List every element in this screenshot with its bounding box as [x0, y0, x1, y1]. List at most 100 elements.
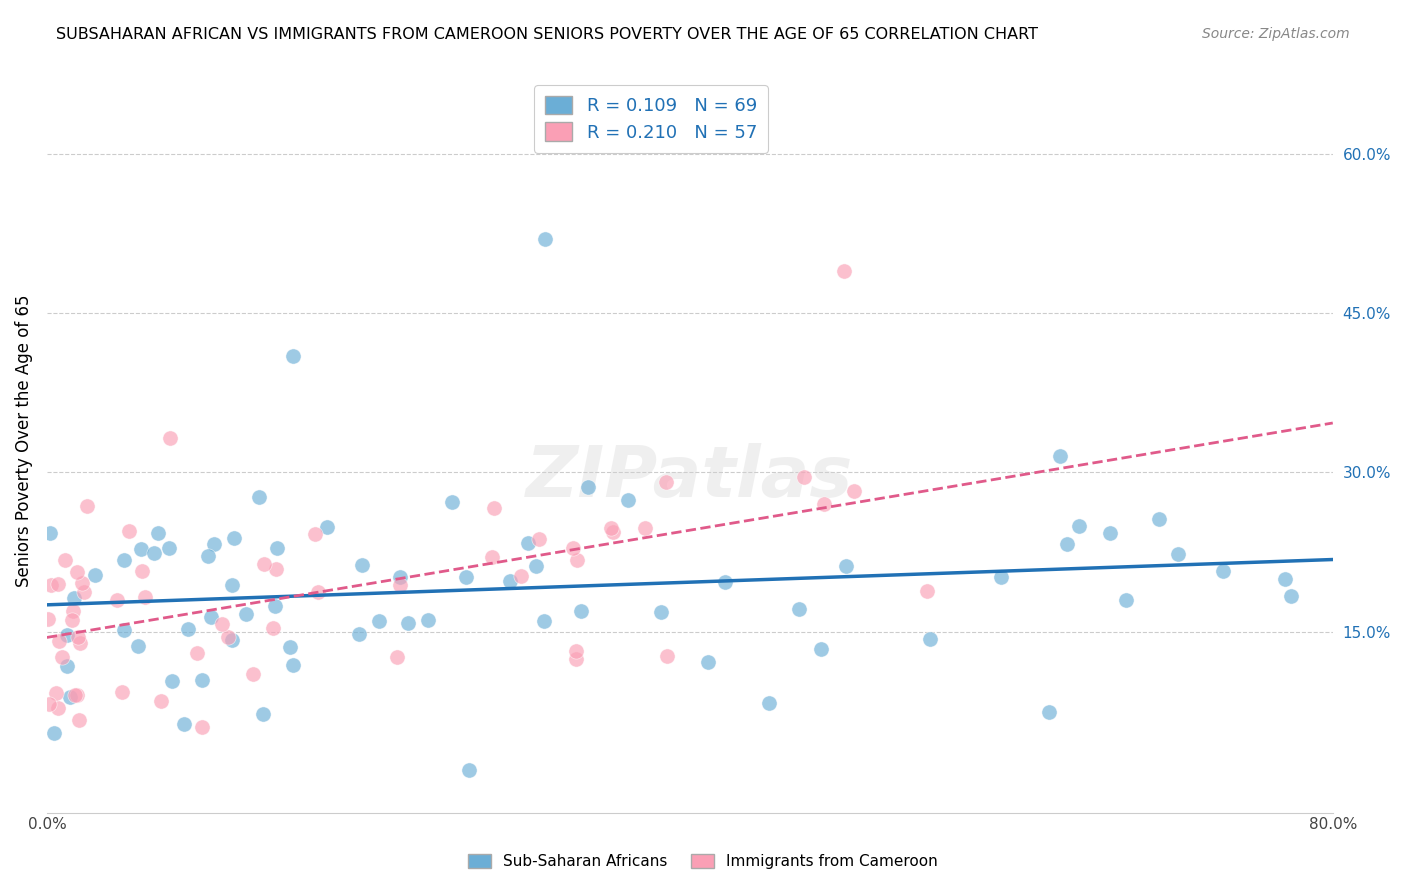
- Point: [70, 576, 93, 591]
- Point: [263, 599, 285, 614]
- Point: [389, 578, 412, 592]
- Point: [534, 231, 557, 245]
- Point: [129, 542, 152, 557]
- Point: [202, 537, 225, 551]
- Point: [66, 688, 89, 702]
- Point: [200, 610, 222, 624]
- Point: [111, 685, 134, 699]
- Point: [51, 650, 73, 665]
- Point: [37, 612, 59, 626]
- Point: [634, 521, 657, 535]
- Point: [1281, 589, 1303, 603]
- Point: [105, 593, 128, 607]
- Y-axis label: Seniors Poverty Over the Age of 65: Seniors Poverty Over the Age of 65: [15, 294, 32, 587]
- Point: [157, 541, 180, 555]
- Point: [211, 617, 233, 632]
- Text: SUBSAHARAN AFRICAN VS IMMIGRANTS FROM CAMEROON SENIORS POVERTY OVER THE AGE OF 6: SUBSAHARAN AFRICAN VS IMMIGRANTS FROM CA…: [56, 27, 1038, 42]
- Point: [173, 717, 195, 731]
- Point: [562, 541, 585, 556]
- Point: [235, 607, 257, 621]
- Point: [655, 475, 678, 489]
- Point: [602, 525, 624, 540]
- Point: [252, 706, 274, 721]
- Point: [53, 553, 76, 567]
- Point: [142, 546, 165, 560]
- Point: [264, 562, 287, 576]
- Point: [347, 627, 370, 641]
- Point: [1049, 450, 1071, 464]
- Point: [1149, 512, 1171, 526]
- Point: [148, 525, 170, 540]
- Point: [655, 648, 678, 663]
- Point: [576, 480, 599, 494]
- Point: [617, 493, 640, 508]
- Point: [368, 614, 391, 628]
- Point: [191, 673, 214, 688]
- Point: [1167, 547, 1189, 561]
- Point: [72, 585, 94, 599]
- Point: [533, 614, 555, 628]
- Point: [191, 720, 214, 734]
- Point: [813, 497, 835, 511]
- Point: [69, 636, 91, 650]
- Point: [45, 686, 67, 700]
- Point: [1115, 592, 1137, 607]
- Point: [510, 568, 533, 582]
- Point: [281, 658, 304, 673]
- Point: [263, 621, 285, 635]
- Point: [67, 714, 90, 728]
- Point: [600, 521, 623, 535]
- Point: [810, 642, 832, 657]
- Point: [787, 601, 810, 615]
- Point: [177, 622, 200, 636]
- Point: [84, 568, 107, 582]
- Point: [835, 559, 858, 574]
- Point: [481, 549, 503, 564]
- Point: [565, 651, 588, 665]
- Point: [197, 549, 219, 564]
- Point: [39, 578, 62, 592]
- Legend: R = 0.109   N = 69, R = 0.210   N = 57: R = 0.109 N = 69, R = 0.210 N = 57: [534, 85, 768, 153]
- Point: [60, 613, 83, 627]
- Point: [350, 558, 373, 573]
- Point: [1212, 564, 1234, 578]
- Text: ZIPatlas: ZIPatlas: [526, 443, 853, 512]
- Point: [842, 483, 865, 498]
- Point: [44, 726, 66, 740]
- Point: [567, 553, 589, 567]
- Point: [1069, 519, 1091, 533]
- Point: [66, 565, 89, 579]
- Text: Source: ZipAtlas.com: Source: ZipAtlas.com: [1202, 27, 1350, 41]
- Point: [134, 590, 156, 604]
- Point: [1098, 525, 1121, 540]
- Point: [396, 615, 419, 630]
- Point: [388, 570, 411, 584]
- Point: [247, 491, 270, 505]
- Point: [920, 632, 942, 646]
- Point: [416, 613, 439, 627]
- Point: [527, 532, 550, 546]
- Point: [456, 570, 478, 584]
- Point: [118, 524, 141, 539]
- Point: [186, 647, 208, 661]
- Point: [221, 578, 243, 592]
- Point: [484, 501, 506, 516]
- Point: [56, 659, 79, 673]
- Point: [253, 558, 276, 572]
- Point: [569, 604, 592, 618]
- Point: [65, 688, 87, 702]
- Point: [46, 701, 69, 715]
- Point: [307, 584, 329, 599]
- Point: [565, 644, 588, 658]
- Point: [224, 531, 246, 545]
- Point: [714, 575, 737, 590]
- Point: [524, 559, 547, 574]
- Point: [221, 632, 243, 647]
- Legend: Sub-Saharan Africans, Immigrants from Cameroon: Sub-Saharan Africans, Immigrants from Ca…: [463, 848, 943, 875]
- Point: [242, 666, 264, 681]
- Point: [46, 577, 69, 591]
- Point: [112, 553, 135, 567]
- Point: [63, 591, 86, 605]
- Point: [278, 640, 301, 654]
- Point: [127, 640, 149, 654]
